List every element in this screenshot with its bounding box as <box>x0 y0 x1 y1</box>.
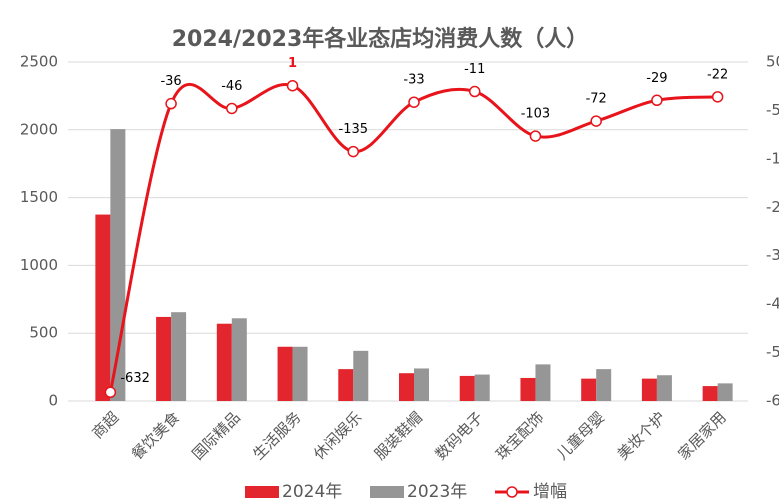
x-tick-label: 休闲娱乐 <box>310 408 365 463</box>
data-label: -36 <box>160 74 181 89</box>
line-marker <box>226 102 238 115</box>
bar <box>596 369 612 401</box>
bar <box>520 377 536 401</box>
x-tick-label: 数码电子 <box>432 408 487 463</box>
line-marker <box>286 79 299 92</box>
bar <box>156 316 172 401</box>
x-tick-label: 儿童母婴 <box>553 408 608 463</box>
data-label: -72 <box>586 92 607 107</box>
data-label: -632 <box>120 371 150 386</box>
y2-tick-label: -350 <box>766 246 779 264</box>
line-marker <box>104 386 117 399</box>
y2-tick-label: -50 <box>766 101 779 119</box>
y-tick-label: 2500 <box>20 53 58 71</box>
y2-tick-label: -550 <box>766 343 779 361</box>
line-marker <box>165 97 177 110</box>
line <box>108 83 718 393</box>
x-tick-label: 美妆个护 <box>614 408 669 463</box>
legend-swatch <box>370 486 404 498</box>
legend-label: 增幅 <box>533 482 567 502</box>
line-marker <box>529 130 542 142</box>
y-tick-label: 0 <box>48 392 58 410</box>
y-tick-label: 2000 <box>20 120 58 138</box>
bar <box>95 214 111 401</box>
bar <box>399 373 414 401</box>
bar <box>277 346 293 401</box>
x-tick-label: 餐饮美食 <box>128 408 183 463</box>
y2-tick-label: -250 <box>766 198 779 216</box>
bar <box>581 378 597 401</box>
y-tick-label: 1500 <box>20 188 58 206</box>
y2-tick-label: -650 <box>766 392 779 410</box>
bar <box>216 323 232 401</box>
x-tick-label: 服装鞋帽 <box>371 408 426 463</box>
bar <box>171 312 187 401</box>
bar <box>414 368 429 401</box>
data-label: -46 <box>221 79 242 94</box>
bar <box>656 375 672 401</box>
legend-label: 2024年 <box>282 482 342 502</box>
line-marker <box>651 94 663 107</box>
x-tick-label: 家居家用 <box>674 408 729 463</box>
legend-label: 2023年 <box>407 482 467 502</box>
y2-tick-label: -150 <box>766 149 779 167</box>
y2-tick-label: -450 <box>766 295 779 313</box>
y-tick-label: 500 <box>29 324 58 342</box>
bar <box>474 374 490 401</box>
x-tick-label: 国际精品 <box>189 408 244 463</box>
data-label: -29 <box>646 71 667 86</box>
bar <box>535 364 551 401</box>
x-tick-label: 生活服务 <box>249 408 304 463</box>
x-tick-label: 珠宝配饰 <box>492 408 547 463</box>
bar <box>702 386 718 401</box>
data-label: -135 <box>339 122 369 137</box>
bar <box>717 383 733 401</box>
x-tick-label: 商超 <box>88 408 122 442</box>
y2-tick-label: 50 <box>766 53 779 71</box>
legend-swatch <box>245 486 279 498</box>
y-tick-label: 1000 <box>20 256 58 274</box>
data-label: -33 <box>403 73 424 88</box>
data-label: -103 <box>521 107 551 122</box>
bar <box>641 378 657 401</box>
line-marker <box>590 115 602 127</box>
data-label: -22 <box>707 67 728 82</box>
bar <box>231 318 247 401</box>
line-marker <box>347 145 360 158</box>
legend-marker <box>506 486 518 498</box>
chart-title: 2024/2023年各业态店均消费人数（人） <box>172 26 589 52</box>
line-marker <box>468 85 481 98</box>
bar <box>459 375 475 401</box>
line-marker <box>408 96 420 108</box>
data-label: 1 <box>288 56 297 71</box>
line-marker <box>711 91 724 103</box>
bar <box>338 369 354 401</box>
bar <box>292 346 308 401</box>
data-label: -11 <box>464 62 485 77</box>
bar <box>353 350 369 401</box>
